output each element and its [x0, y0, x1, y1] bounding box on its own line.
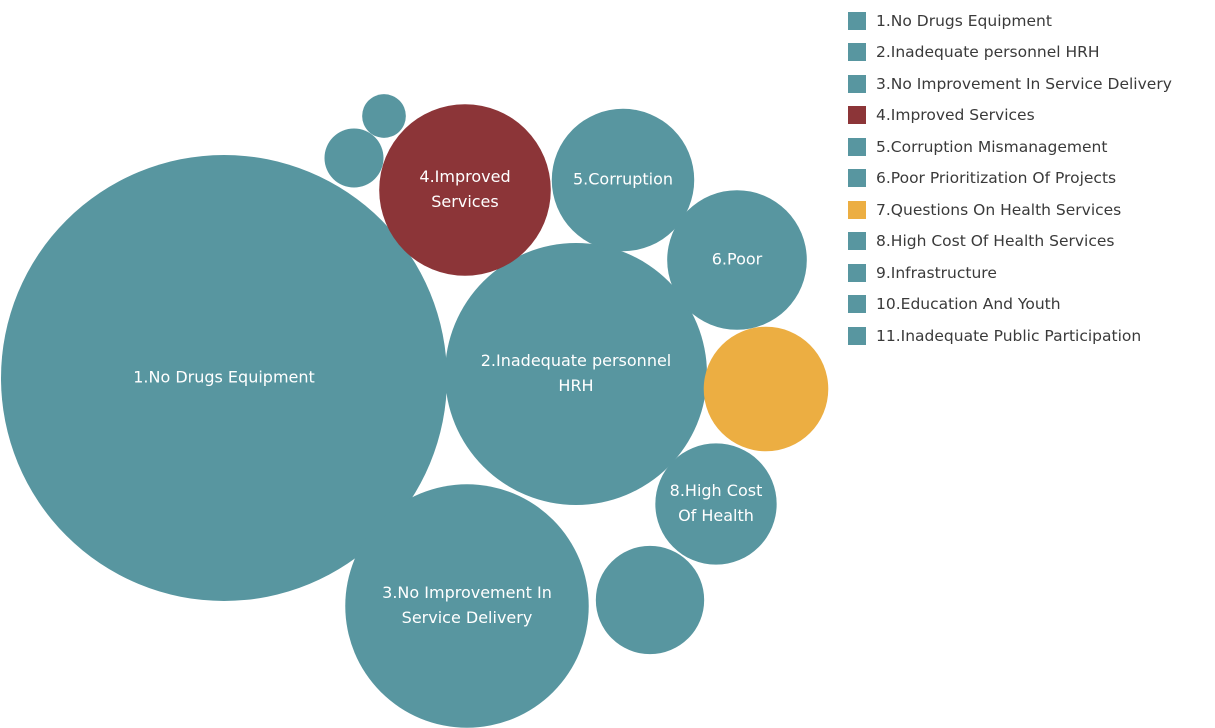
bubble-circle-6: [667, 190, 807, 330]
legend-label: 8.High Cost Of Health Services: [876, 232, 1115, 251]
bubble-9: [595, 545, 705, 655]
bubble-2: 2.Inadequate personnel HRH: [445, 243, 707, 505]
bubble-circle-2: [445, 243, 707, 505]
bubble-11: [362, 94, 406, 138]
legend-item-3: 3.No Improvement In Service Delivery: [848, 68, 1172, 100]
bubble-label-3: Service Delivery: [402, 608, 533, 627]
legend-swatch: [848, 43, 866, 62]
bubble-10: [324, 128, 384, 188]
legend-swatch: [848, 11, 866, 30]
bubble-5: 5.Corruption: [551, 108, 695, 252]
bubble-label-4: Services: [431, 192, 498, 211]
legend-label: 5.Corruption Mismanagement: [876, 137, 1108, 156]
legend-label: 3.No Improvement In Service Delivery: [876, 74, 1172, 93]
legend-item-8: 8.High Cost Of Health Services: [848, 226, 1172, 258]
legend-swatch: [848, 326, 866, 345]
bubble-label-3: 3.No Improvement In: [382, 583, 552, 602]
bubble-6: 6.Poor: [667, 190, 807, 330]
legend-item-10: 10.Education And Youth: [848, 289, 1172, 321]
bubble-7: [703, 326, 829, 452]
legend-swatch: [848, 106, 866, 125]
legend-item-6: 6.Poor Prioritization Of Projects: [848, 163, 1172, 195]
bubble-circle-1: [1, 155, 447, 601]
bubble-label-8: 8.High Cost: [670, 481, 763, 500]
bubble-4: 4.Improved Services: [379, 104, 551, 276]
bubble-label-4: 4.Improved: [419, 167, 510, 186]
bubble-circle-8: [655, 443, 777, 565]
legend-swatch: [848, 169, 866, 188]
bubble-label-1: 1.No Drugs Equipment: [133, 368, 315, 387]
legend-swatch: [848, 263, 866, 282]
legend-swatch: [848, 232, 866, 251]
legend: 1.No Drugs Equipment 2.Inadequate personn…: [848, 5, 1172, 352]
bubble-circle-10: [324, 128, 384, 188]
legend-label: 11.Inadequate Public Participation: [876, 326, 1142, 345]
legend-swatch: [848, 295, 866, 314]
legend-swatch: [848, 137, 866, 156]
bubble-chart: 1.No Drugs Equipment 2.Inadequate personn…: [1, 94, 829, 728]
bubble-3: 3.No Improvement In Service Delivery: [345, 484, 589, 728]
legend-item-5: 5.Corruption Mismanagement: [848, 131, 1172, 163]
bubble-label-8: Of Health: [678, 506, 754, 525]
bubble-circle-9: [595, 545, 705, 655]
bubble-circle-4: [379, 104, 551, 276]
legend-item-1: 1.No Drugs Equipment: [848, 5, 1172, 37]
bubble-circle-5: [551, 108, 695, 252]
legend-label: 9.Infrastructure: [876, 263, 997, 282]
legend-label: 7.Questions On Health Services: [876, 200, 1122, 219]
legend-item-2: 2.Inadequate personnel HRH: [848, 37, 1172, 69]
legend-swatch: [848, 200, 866, 219]
bubble-label-6: 6.Poor: [712, 250, 763, 269]
bubble-circle-3: [345, 484, 589, 728]
legend-item-4: 4.Improved Services: [848, 100, 1172, 132]
legend-label: 6.Poor Prioritization Of Projects: [876, 169, 1117, 188]
bubble-circle-7: [703, 326, 829, 452]
bubble-circle-11: [362, 94, 406, 138]
legend-label: 4.Improved Services: [876, 106, 1035, 125]
bubble-label-2: 2.Inadequate personnel: [481, 351, 672, 370]
legend-item-7: 7.Questions On Health Services: [848, 194, 1172, 226]
bubble-1: 1.No Drugs Equipment: [1, 155, 447, 601]
legend-swatch: [848, 74, 866, 93]
bubble-label-2: HRH: [558, 376, 593, 395]
bubble-label-5: 5.Corruption: [573, 170, 673, 189]
legend-item-9: 9.Infrastructure: [848, 257, 1172, 289]
legend-item-11: 11.Inadequate Public Participation: [848, 320, 1172, 352]
legend-label: 10.Education And Youth: [876, 295, 1061, 314]
legend-label: 2.Inadequate personnel HRH: [876, 43, 1100, 62]
bubble-8: 8.High Cost Of Health: [655, 443, 777, 565]
legend-label: 1.No Drugs Equipment: [876, 11, 1052, 30]
